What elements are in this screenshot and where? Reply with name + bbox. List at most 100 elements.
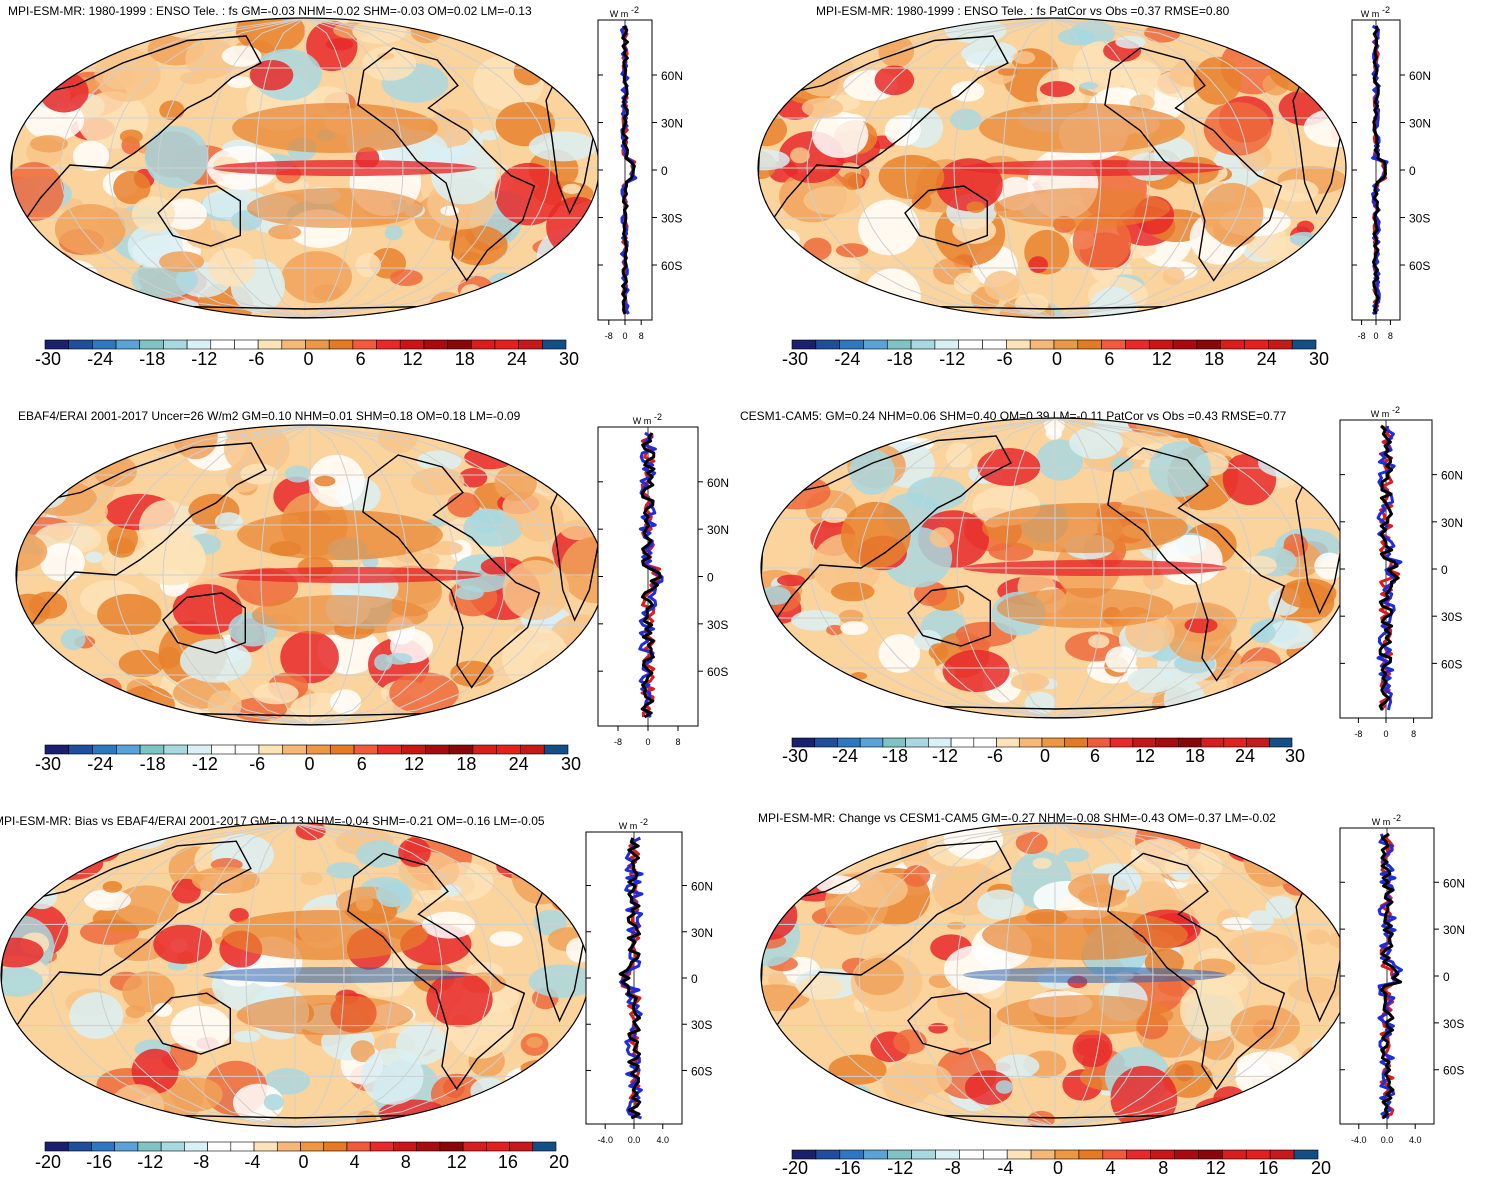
anomaly-patch bbox=[850, 1109, 890, 1127]
anomaly-patch bbox=[528, 131, 597, 162]
colorbar-label: -30 bbox=[782, 349, 808, 369]
anomaly-patch bbox=[1, 1052, 17, 1070]
colorbar-label: 24 bbox=[507, 349, 527, 369]
colorbar-label: 0 bbox=[1040, 746, 1050, 766]
colorbar-label: 8 bbox=[1158, 1158, 1168, 1178]
anomaly-patch bbox=[1127, 667, 1175, 694]
graticule-lon bbox=[806, 18, 1053, 318]
colorbar-swatch bbox=[92, 339, 117, 350]
colorbar-swatch bbox=[230, 1141, 255, 1152]
graticule-lon bbox=[1054, 823, 1252, 1127]
colorbar-swatch bbox=[306, 744, 331, 755]
anomaly-patch bbox=[162, 198, 207, 230]
anomaly-patch bbox=[356, 840, 403, 868]
anomaly-patch bbox=[1221, 916, 1252, 931]
anomaly-patch bbox=[538, 50, 599, 92]
colorbar-swatch bbox=[447, 339, 472, 350]
anomaly-patch bbox=[494, 162, 563, 226]
colorbar-swatch bbox=[542, 339, 567, 350]
graticule-lon bbox=[1051, 18, 1249, 318]
anomaly-patch bbox=[1197, 418, 1261, 457]
anomaly-patch bbox=[60, 628, 86, 651]
graticule-lon bbox=[309, 425, 360, 725]
anomaly-patch bbox=[562, 183, 582, 195]
anomaly-patch bbox=[118, 823, 161, 842]
anomaly-patch bbox=[1290, 666, 1346, 700]
anomaly-patch bbox=[1230, 1005, 1301, 1050]
colorbar-label: 4 bbox=[1106, 1158, 1116, 1178]
anomaly-patch bbox=[1222, 452, 1277, 506]
anomaly-patch bbox=[758, 289, 804, 318]
anomaly-patch bbox=[770, 831, 833, 864]
anomaly-patch bbox=[18, 823, 59, 840]
anomaly-patch bbox=[983, 270, 1020, 301]
colorbar-label: -24 bbox=[834, 349, 860, 369]
map-6 bbox=[760, 822, 1350, 1128]
anomaly-patch bbox=[907, 476, 967, 511]
anomaly-patch bbox=[838, 609, 864, 625]
anomaly-patch bbox=[489, 931, 523, 947]
colorbar-swatch bbox=[423, 339, 448, 350]
anomaly-patch bbox=[982, 503, 1188, 553]
graticule-lon bbox=[304, 18, 404, 318]
anomaly-patch bbox=[504, 1064, 568, 1097]
graticule-lon bbox=[1054, 418, 1203, 718]
anomaly-patch bbox=[795, 696, 832, 718]
anomaly-patch bbox=[850, 672, 868, 680]
anomaly-patch bbox=[1213, 1086, 1246, 1111]
anomaly-patch bbox=[27, 249, 78, 296]
profile-4: W m -2 60N 30N 0 30S 60S -8 0 8 bbox=[1339, 405, 1463, 739]
anomaly-patch bbox=[764, 703, 808, 718]
anomaly-patch bbox=[843, 1100, 904, 1127]
anomaly-patch bbox=[355, 895, 374, 912]
colorbar-swatch bbox=[1196, 339, 1222, 350]
colorbar-swatch bbox=[323, 1141, 348, 1152]
anomaly-patch bbox=[144, 125, 209, 189]
anomaly-patch bbox=[946, 921, 966, 930]
anomaly-patch bbox=[784, 1094, 832, 1127]
colorbar-label: -24 bbox=[87, 349, 113, 369]
anomaly-patch bbox=[427, 291, 467, 318]
anomaly-patch bbox=[1265, 896, 1297, 919]
colorbar-swatch bbox=[1077, 339, 1102, 350]
colorbar-swatch bbox=[1155, 737, 1179, 748]
anomaly-patch bbox=[118, 685, 175, 725]
x-tick-label: 0 bbox=[645, 737, 650, 747]
anomaly-patch bbox=[395, 1023, 448, 1065]
colorbar-label: -4 bbox=[244, 1152, 260, 1172]
colorbar-label: -30 bbox=[35, 349, 61, 369]
anomaly-patch bbox=[57, 447, 75, 457]
anomaly-patch bbox=[502, 626, 569, 690]
anomaly-patch bbox=[789, 837, 860, 875]
coastline bbox=[907, 585, 991, 647]
graticule-lon bbox=[956, 418, 1056, 718]
anomaly-patch bbox=[768, 1095, 810, 1115]
anomaly-patch bbox=[761, 984, 810, 1011]
anomaly-patch bbox=[767, 281, 837, 318]
profile-units: W m bbox=[633, 416, 652, 426]
colorbar-swatch bbox=[139, 744, 165, 755]
graticule-lon bbox=[309, 425, 409, 725]
anomaly-patch bbox=[131, 1048, 179, 1094]
colorbar-swatch bbox=[300, 1141, 325, 1152]
colorbar-swatch bbox=[210, 339, 235, 350]
anomaly-patch bbox=[19, 1094, 61, 1115]
colorbar-swatch bbox=[509, 1141, 534, 1152]
graticule-lon bbox=[1051, 18, 1200, 318]
lat-tick-label: 30S bbox=[707, 618, 728, 632]
colorbar-label: 6 bbox=[1090, 746, 1100, 766]
colorbar-swatch bbox=[207, 1141, 232, 1152]
graticule-lon bbox=[294, 823, 443, 1127]
anomaly-patch bbox=[1266, 620, 1314, 650]
anomaly-patch bbox=[232, 1083, 284, 1122]
profile-series-3 bbox=[1378, 424, 1400, 711]
colorbar-swatch bbox=[472, 744, 497, 755]
colorbar-swatch bbox=[905, 737, 929, 748]
anomaly-patch bbox=[17, 648, 42, 663]
map-4 bbox=[760, 417, 1350, 719]
colorbar-label: 24 bbox=[1235, 746, 1255, 766]
colorbar-label: 0 bbox=[303, 349, 313, 369]
anomaly-patch bbox=[1149, 441, 1211, 497]
graticule-lon bbox=[196, 823, 296, 1127]
